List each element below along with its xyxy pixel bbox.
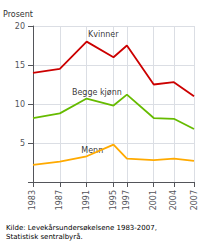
svg-text:2001: 2001: [149, 190, 158, 210]
svg-text:5: 5: [20, 139, 25, 148]
svg-text:1983: 1983: [28, 190, 37, 210]
svg-text:Prosent: Prosent: [3, 10, 33, 19]
svg-text:10: 10: [15, 100, 25, 109]
svg-text:Begge kjønn: Begge kjønn: [72, 88, 122, 97]
svg-text:20: 20: [15, 22, 25, 31]
svg-text:2004: 2004: [169, 190, 178, 210]
svg-text:1987: 1987: [55, 190, 64, 210]
svg-text:1991: 1991: [82, 190, 91, 210]
svg-text:15: 15: [15, 61, 25, 70]
svg-text:1997: 1997: [122, 190, 131, 210]
svg-text:Menn: Menn: [81, 145, 104, 155]
svg-text:1995: 1995: [109, 190, 118, 210]
svg-text:2007: 2007: [190, 190, 199, 210]
svg-text:Statistisk sentralbyrå.: Statistisk sentralbyrå.: [6, 232, 83, 241]
svg-text:Kvinner: Kvinner: [88, 30, 119, 39]
svg-text:Kilde: Levekårsundersøkelsene: Kilde: Levekårsundersøkelsene 1983-2007,: [6, 223, 157, 232]
